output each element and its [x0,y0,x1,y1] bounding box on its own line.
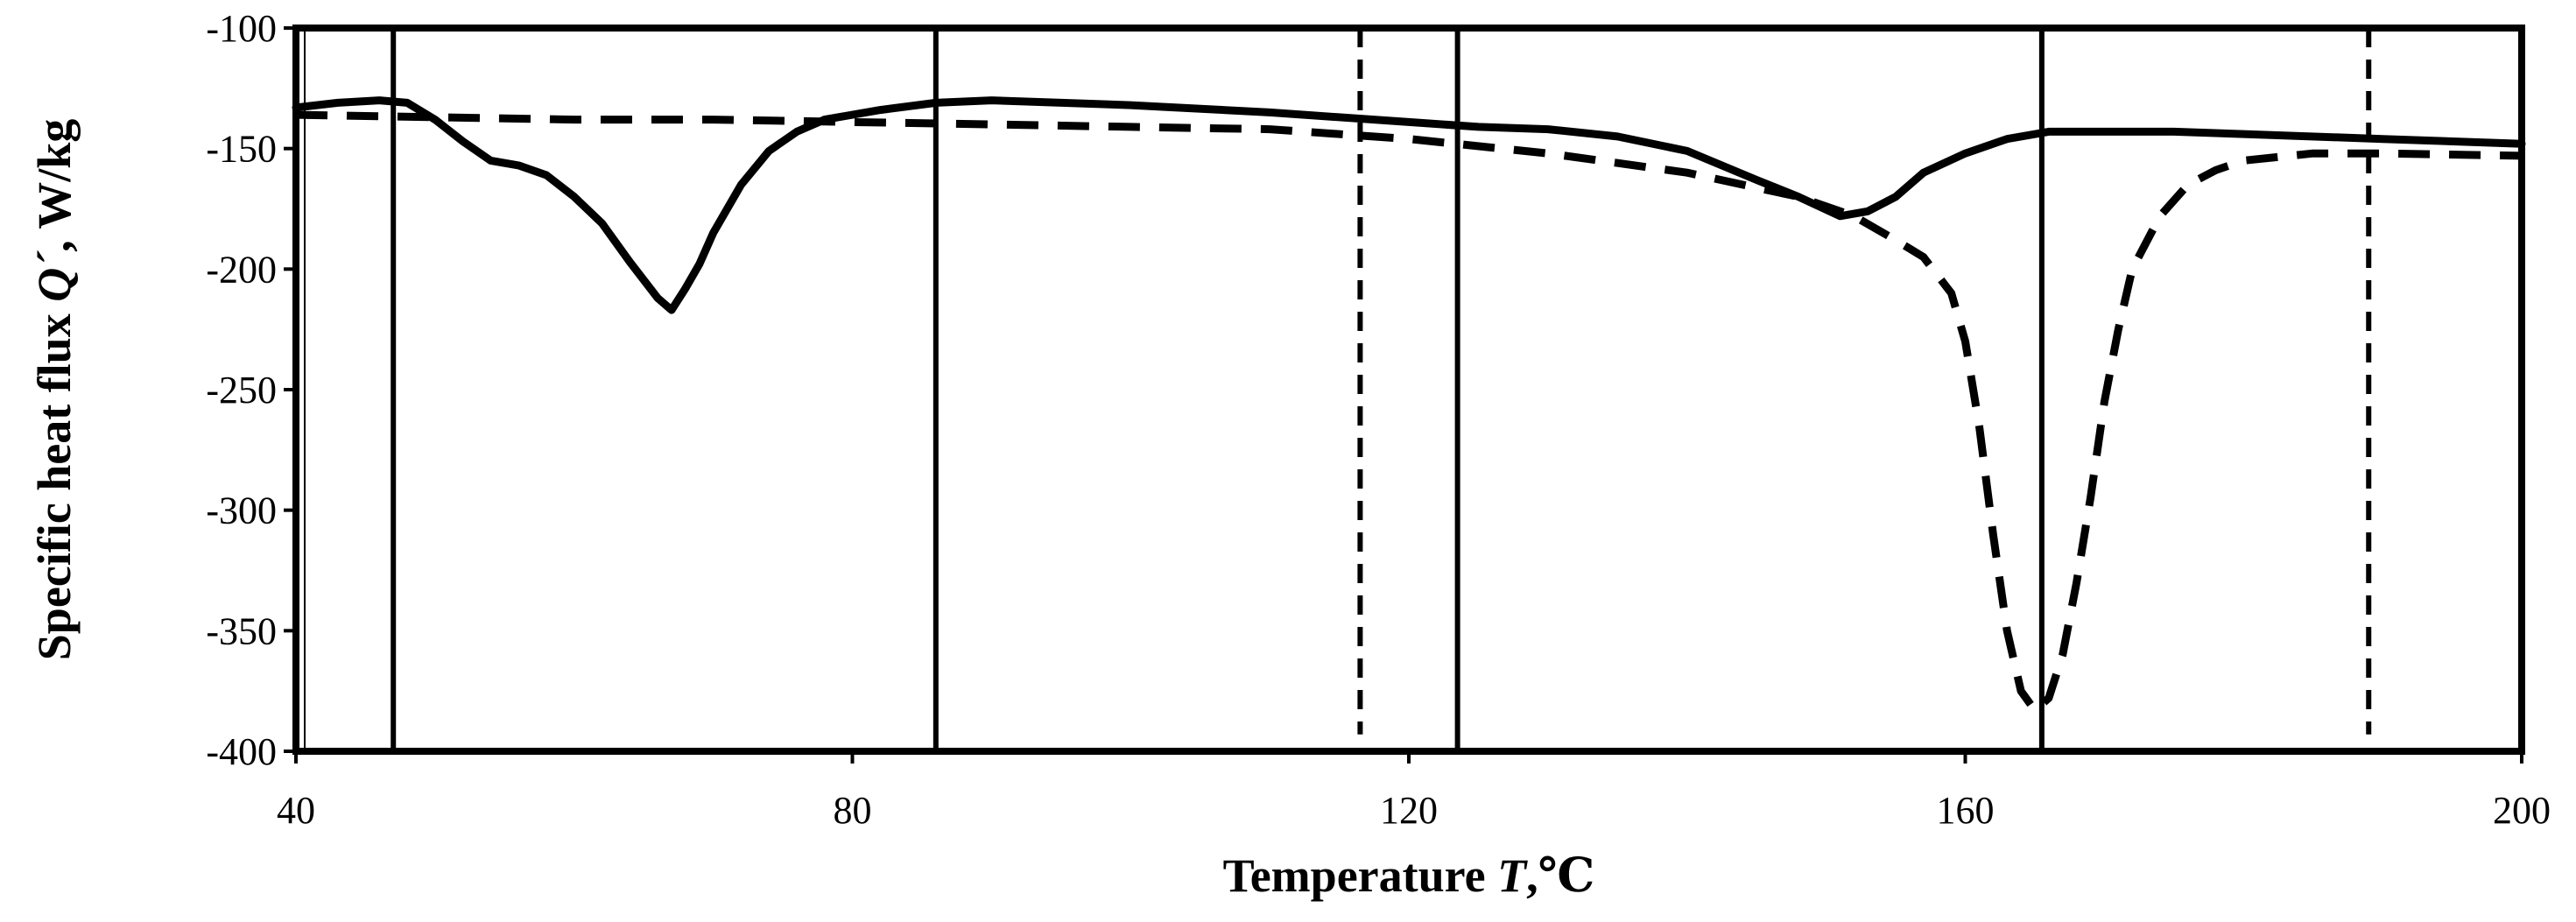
y-tick-label: -250 [206,369,277,412]
x-tick-label: 40 [277,789,315,832]
y-tick-label: -400 [206,730,277,773]
series-group [292,96,2526,714]
y-axis-ticks: -100 -150 -200 -250 -300 -350 -400 [206,7,296,773]
x-axis-title: Temperature T,℃ [1223,849,1595,902]
x-tick-label: 80 [834,789,872,832]
y-axis-title-text: Specific heat flux [28,302,81,660]
series-line-solid [292,96,2526,314]
x-tick-label: 160 [1937,789,1995,832]
y-tick-label: -150 [206,128,277,171]
series-line-dashed [295,110,2523,714]
x-axis-ticks: 40 80 120 160 200 [277,751,2551,832]
y-axis-title-unit: , W/kg [28,119,81,252]
x-tick-label: 200 [2493,789,2551,832]
y-axis-title: Specific heat flux Q´, W/kg [28,119,81,661]
y-tick-label: -100 [206,7,277,50]
y-tick-label: -300 [206,489,277,532]
plot-frame [292,25,2525,755]
x-axis-title-text: Temperature [1223,849,1497,902]
x-axis-title-symbol: T [1497,849,1528,902]
y-tick-label: -350 [206,609,277,652]
x-tick-label: 120 [1380,789,1438,832]
y-axis-title-symbol: Q´ [28,250,81,302]
vertical-marker-lines [391,28,2372,751]
x-axis-title-unit: ,℃ [1526,849,1594,902]
y-tick-label: -200 [206,248,277,291]
